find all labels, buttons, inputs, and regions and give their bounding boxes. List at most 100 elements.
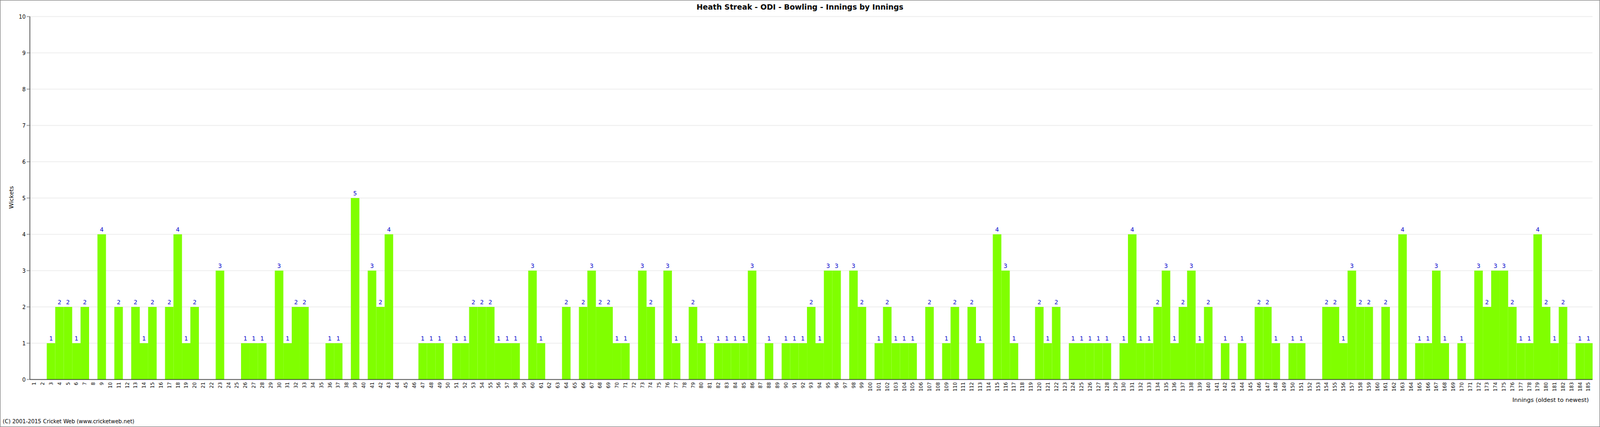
svg-text:77: 77 bbox=[673, 381, 679, 388]
svg-text:1: 1 bbox=[336, 334, 341, 342]
svg-text:176: 176 bbox=[1509, 381, 1516, 391]
svg-text:5: 5 bbox=[22, 195, 26, 202]
svg-text:75: 75 bbox=[656, 381, 662, 388]
svg-text:148: 148 bbox=[1273, 381, 1279, 391]
svg-text:1: 1 bbox=[792, 334, 797, 342]
svg-text:2: 2 bbox=[970, 298, 974, 306]
svg-text:1: 1 bbox=[505, 334, 509, 342]
svg-text:2: 2 bbox=[1324, 298, 1329, 306]
svg-text:125: 125 bbox=[1078, 381, 1085, 391]
svg-text:1: 1 bbox=[893, 334, 898, 342]
svg-text:2: 2 bbox=[1037, 298, 1042, 306]
svg-text:2: 2 bbox=[66, 298, 70, 306]
svg-text:13: 13 bbox=[132, 381, 139, 388]
svg-text:180: 180 bbox=[1543, 381, 1549, 391]
svg-text:162: 162 bbox=[1391, 381, 1397, 391]
svg-text:1: 1 bbox=[1079, 334, 1084, 342]
svg-text:1: 1 bbox=[497, 334, 501, 342]
svg-text:68: 68 bbox=[597, 381, 603, 389]
svg-text:147: 147 bbox=[1265, 381, 1271, 391]
svg-text:131: 131 bbox=[1129, 381, 1135, 391]
svg-text:1: 1 bbox=[1552, 334, 1557, 342]
svg-text:36: 36 bbox=[327, 381, 333, 389]
svg-text:113: 113 bbox=[977, 381, 983, 391]
svg-text:102: 102 bbox=[884, 381, 891, 391]
svg-text:4: 4 bbox=[22, 231, 26, 238]
svg-text:93: 93 bbox=[808, 381, 814, 388]
svg-text:122: 122 bbox=[1053, 381, 1060, 391]
svg-text:153: 153 bbox=[1315, 381, 1322, 391]
svg-text:164: 164 bbox=[1408, 381, 1414, 391]
svg-text:1: 1 bbox=[1586, 334, 1591, 342]
svg-text:2: 2 bbox=[57, 298, 62, 306]
svg-text:174: 174 bbox=[1492, 381, 1499, 391]
svg-text:27: 27 bbox=[251, 381, 257, 388]
svg-text:84: 84 bbox=[732, 381, 739, 389]
svg-text:97: 97 bbox=[842, 381, 848, 388]
svg-text:3: 3 bbox=[1434, 262, 1439, 270]
svg-text:179: 179 bbox=[1534, 381, 1541, 391]
svg-text:11: 11 bbox=[116, 381, 122, 388]
svg-text:2: 2 bbox=[1384, 298, 1388, 306]
svg-text:20: 20 bbox=[192, 381, 198, 389]
svg-text:2: 2 bbox=[581, 298, 586, 306]
svg-text:76: 76 bbox=[665, 381, 671, 389]
svg-text:1: 1 bbox=[285, 334, 290, 342]
svg-text:3: 3 bbox=[834, 262, 839, 270]
svg-text:1: 1 bbox=[539, 334, 543, 342]
svg-text:1: 1 bbox=[1426, 334, 1430, 342]
svg-text:175: 175 bbox=[1501, 381, 1507, 391]
svg-text:64: 64 bbox=[563, 381, 570, 389]
svg-text:1: 1 bbox=[1138, 334, 1143, 342]
svg-text:99: 99 bbox=[859, 381, 865, 389]
svg-text:1: 1 bbox=[1122, 334, 1126, 342]
svg-text:1: 1 bbox=[1088, 334, 1092, 342]
svg-text:72: 72 bbox=[631, 381, 637, 388]
svg-text:4: 4 bbox=[1130, 226, 1134, 234]
svg-text:2: 2 bbox=[1155, 298, 1160, 306]
svg-text:137: 137 bbox=[1180, 381, 1186, 391]
svg-text:23: 23 bbox=[217, 381, 223, 388]
svg-text:1: 1 bbox=[741, 334, 746, 342]
svg-text:143: 143 bbox=[1230, 381, 1237, 391]
svg-text:67: 67 bbox=[589, 381, 595, 388]
svg-text:2: 2 bbox=[1206, 298, 1211, 306]
svg-text:1: 1 bbox=[801, 334, 805, 342]
svg-text:1: 1 bbox=[462, 334, 467, 342]
svg-text:135: 135 bbox=[1163, 381, 1170, 391]
svg-text:3: 3 bbox=[665, 262, 670, 270]
svg-text:1: 1 bbox=[1172, 334, 1177, 342]
svg-text:1: 1 bbox=[328, 334, 332, 342]
svg-text:2: 2 bbox=[133, 298, 138, 306]
svg-text:117: 117 bbox=[1011, 381, 1017, 391]
svg-text:47: 47 bbox=[420, 381, 426, 388]
svg-text:1: 1 bbox=[1045, 334, 1050, 342]
svg-text:139: 139 bbox=[1197, 381, 1203, 391]
svg-text:95: 95 bbox=[825, 381, 831, 388]
svg-text:80: 80 bbox=[698, 381, 704, 389]
svg-text:1: 1 bbox=[1223, 334, 1228, 342]
svg-text:145: 145 bbox=[1248, 381, 1254, 391]
svg-text:3: 3 bbox=[750, 262, 755, 270]
svg-text:101: 101 bbox=[876, 381, 882, 391]
svg-text:1: 1 bbox=[1290, 334, 1295, 342]
svg-text:2: 2 bbox=[22, 304, 26, 310]
svg-text:25: 25 bbox=[234, 381, 240, 388]
svg-text:112: 112 bbox=[969, 381, 975, 391]
svg-text:1: 1 bbox=[437, 334, 442, 342]
svg-text:126: 126 bbox=[1087, 381, 1093, 391]
svg-text:140: 140 bbox=[1205, 381, 1212, 391]
svg-text:1: 1 bbox=[978, 334, 982, 342]
svg-text:2: 2 bbox=[293, 298, 298, 306]
svg-text:44: 44 bbox=[394, 381, 400, 389]
svg-text:66: 66 bbox=[580, 381, 587, 389]
svg-text:130: 130 bbox=[1121, 381, 1127, 391]
svg-text:1: 1 bbox=[614, 334, 619, 342]
svg-text:152: 152 bbox=[1307, 381, 1313, 391]
svg-text:2: 2 bbox=[471, 298, 476, 306]
svg-text:1: 1 bbox=[1096, 334, 1101, 342]
svg-text:3: 3 bbox=[218, 262, 222, 270]
svg-text:56: 56 bbox=[496, 381, 502, 389]
svg-text:120: 120 bbox=[1036, 381, 1043, 391]
svg-text:10: 10 bbox=[107, 381, 114, 389]
